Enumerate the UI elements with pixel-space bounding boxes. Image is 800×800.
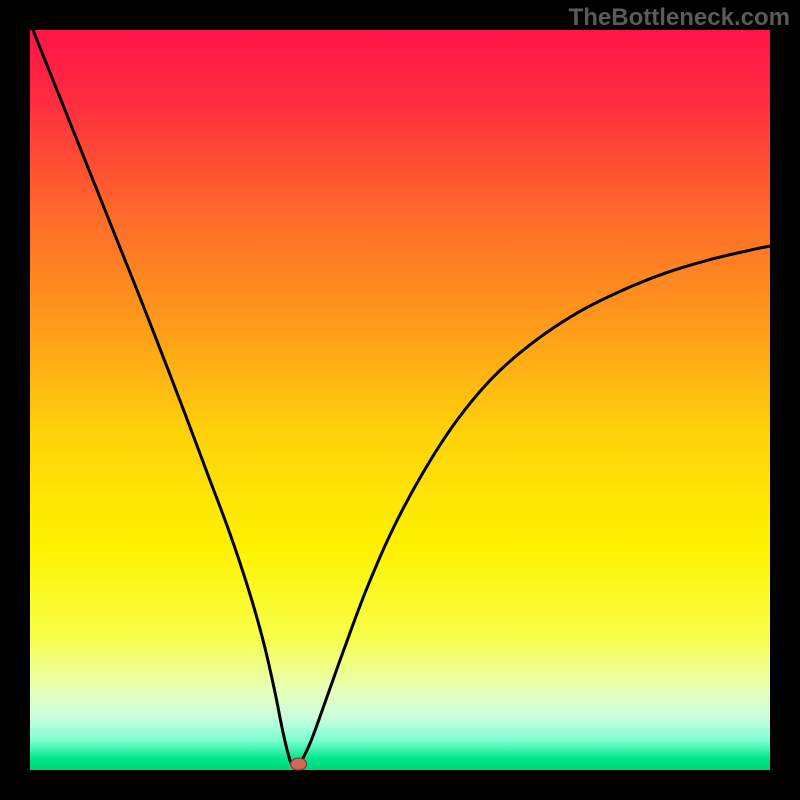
chart-background xyxy=(30,30,770,770)
optimal-point-marker xyxy=(291,758,307,770)
watermark-text: TheBottleneck.com xyxy=(569,4,790,32)
bottleneck-chart xyxy=(0,0,800,800)
